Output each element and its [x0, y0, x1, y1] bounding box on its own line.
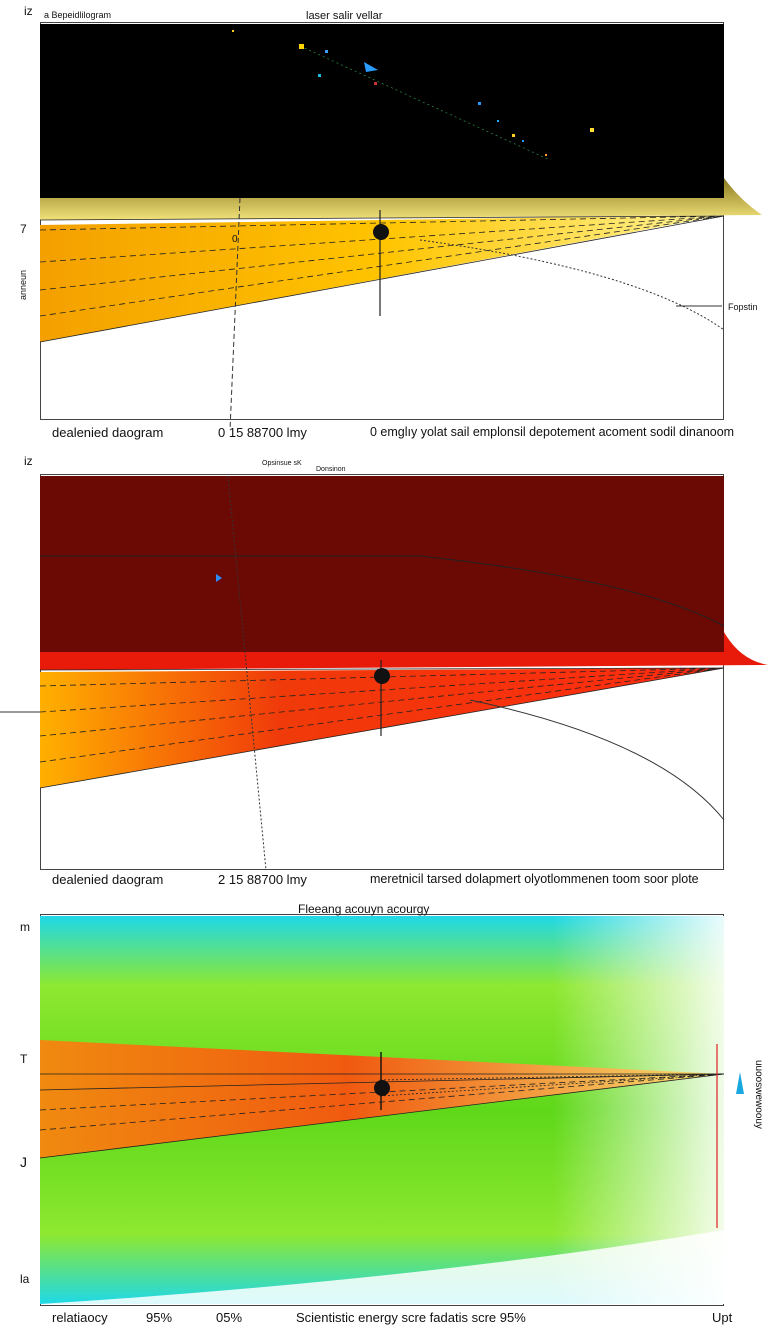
panel-1-left-tick-2: 0 [232, 234, 238, 245]
panel-2-top-band [40, 632, 768, 670]
panel-1-side-top: iz [24, 4, 33, 18]
panel-3-beam-cone [40, 1040, 724, 1158]
panel-1-bottom-mid: 0 15 88700 lmy [218, 425, 307, 440]
panel-3-title: Fleeang acouyn acourgy [298, 902, 430, 916]
panel-1-stars [232, 30, 594, 156]
panel-1-bottom-right: 0 emglıy yolat sail emplonsil depotement… [370, 425, 735, 439]
panel-1-bottom-left: dealenied daogram [52, 425, 164, 440]
panel-3-bottom-label-2: 95% [146, 1310, 173, 1325]
panel-1-frame [40, 22, 724, 420]
panel-1-star-trail [299, 45, 551, 161]
panel-1-title: laser salir vellar [306, 10, 383, 22]
panel-3-right-vertical: uuooswewoouy [753, 1060, 764, 1129]
panel-2-lower-curve [469, 699, 725, 821]
panel-2-side-top: iz [24, 454, 33, 468]
panel-3-left-tick-mid: T [20, 1052, 28, 1066]
panel-2-plot [0, 475, 768, 871]
panel-1-beam-lines [39, 215, 725, 343]
panel-3-focus-point [374, 1080, 390, 1096]
panel-3-left-tick-low: J [20, 1154, 27, 1170]
panel-3-left-tick-bottom: la [20, 1272, 30, 1286]
panel-3-arrow-marker [736, 1072, 744, 1094]
panel-1-top-band [40, 178, 762, 220]
panel-2-vline [227, 475, 267, 871]
panel-2-marker [216, 574, 222, 582]
panel-2-bottom-left: dealenied daogram [52, 872, 164, 887]
panel-2-dark-region [40, 476, 724, 652]
panel-1-corner-label: a Bepeidlilogram [44, 10, 112, 20]
panel-2-bottom-right: meretnicil tarsed dolapmert olyotlommene… [370, 872, 699, 886]
panel-2-bottom-mid: 2 15 88700 lmy [218, 872, 307, 887]
panel-3-bottom-label-5: Upt [712, 1310, 733, 1325]
panel-1-vline [229, 197, 241, 431]
panel-2-upper-curve [40, 555, 725, 627]
panel-3-bottom-label-1: relatiaocy [52, 1310, 108, 1325]
panel-1-dark-region [40, 24, 724, 198]
panel-1-plot [39, 24, 762, 431]
panel-2-small-label-b: Donsinon [316, 466, 346, 473]
panel-1-right-label: Fopstin [728, 302, 758, 312]
panel-2-focus-point [374, 668, 390, 684]
panel-1-curve [419, 239, 725, 331]
panel-3-bottom-label-4: Scientistic energy scre fadatis scre 95% [296, 1310, 526, 1325]
panel-2-small-label-a: Opsinsue sK [262, 460, 302, 467]
panel-1-focus-point [373, 224, 389, 240]
panel-1-left-tick: 7 [20, 222, 27, 236]
panel-3-left-tick-top: m [20, 920, 30, 934]
panel-3-bottom-label-3: 05% [216, 1310, 243, 1325]
panel-3-white-corner [40, 1230, 724, 1304]
